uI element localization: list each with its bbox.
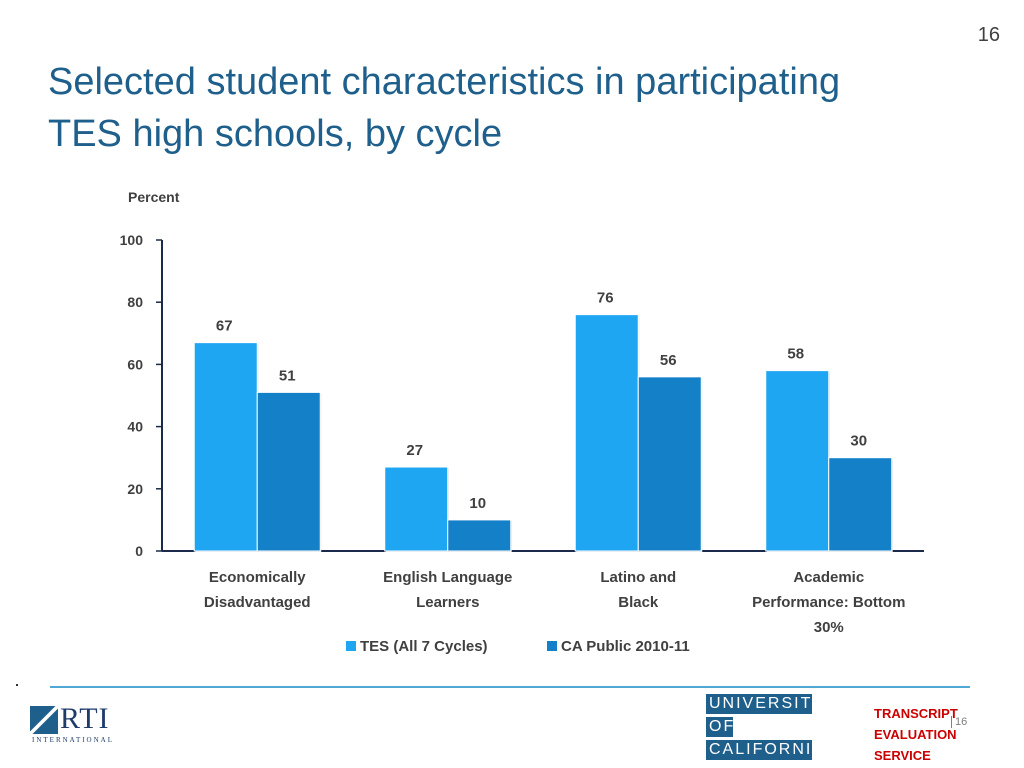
category-label: Academic xyxy=(793,569,864,586)
category-label: Disadvantaged xyxy=(204,594,311,611)
slide-title: Selected student characteristics in part… xyxy=(48,56,948,160)
tes-logo-line-1: TRANSCRIPT xyxy=(874,706,958,721)
legend-swatch xyxy=(346,641,356,651)
category-label: Black xyxy=(618,594,659,611)
data-label: 27 xyxy=(406,442,423,459)
tes-logo-line-3: SERVICE xyxy=(874,748,931,763)
rti-logo-name: RTI xyxy=(60,702,110,735)
uc-logo: UNIVERSITY OF CALIFORNIA xyxy=(706,694,823,763)
slide-title-line-2: TES high schools, by cycle xyxy=(48,113,503,155)
legend-label: CA Public 2010-11 xyxy=(561,638,690,655)
bars xyxy=(193,314,893,552)
category-label: Performance: Bottom xyxy=(752,594,905,611)
footer-page-number: 16 xyxy=(951,716,967,728)
data-label: 30 xyxy=(850,433,867,450)
y-tick-label: 100 xyxy=(120,232,144,248)
bar xyxy=(637,376,702,552)
category-label: Latino and xyxy=(600,569,676,586)
category-label: 30% xyxy=(814,619,844,636)
bar xyxy=(447,519,512,552)
slide-number: 16 xyxy=(977,24,1000,46)
y-tick-label: 60 xyxy=(127,356,143,372)
slide-title-line-1: Selected student characteristics in part… xyxy=(48,61,841,103)
bar xyxy=(384,466,449,552)
footer-divider xyxy=(50,686,970,688)
data-label: 10 xyxy=(469,495,486,512)
data-label: 56 xyxy=(660,352,677,369)
rti-logo-subtitle: INTERNATIONAL xyxy=(32,736,114,744)
data-labels: 67 27 76 58 51 10 56 30 xyxy=(216,290,867,512)
bar-chart: Percent 0 20 40 60 80 100 67 27 76 58 51 10 56 30 Ec… xyxy=(120,189,924,655)
y-axis-ticks: 0 20 40 60 80 100 xyxy=(120,232,162,559)
y-axis-title: Percent xyxy=(128,189,180,205)
rti-logo: RTI INTERNATIONAL xyxy=(30,702,122,746)
bar xyxy=(574,314,639,552)
data-label: 76 xyxy=(597,290,614,307)
footer-dot xyxy=(16,684,18,686)
legend-label: TES (All 7 Cycles) xyxy=(360,638,488,655)
uc-logo-line-1: UNIVERSITY xyxy=(706,694,823,714)
y-tick-label: 40 xyxy=(127,419,143,435)
legend: TES (All 7 Cycles) CA Public 2010-11 xyxy=(346,638,690,655)
legend-swatch xyxy=(547,641,557,651)
y-tick-label: 20 xyxy=(127,481,143,497)
bar xyxy=(828,457,893,552)
y-tick-label: 0 xyxy=(135,543,143,559)
data-label: 67 xyxy=(216,318,233,335)
tes-logo-line-2: EVALUATION xyxy=(874,727,957,742)
data-label: 51 xyxy=(279,367,296,384)
uc-logo-line-2: OF xyxy=(706,717,733,737)
category-label: English Language xyxy=(383,569,512,586)
bar xyxy=(765,370,830,552)
category-labels: Economically Disadvantaged English Languag… xyxy=(204,569,906,636)
bar xyxy=(193,342,258,552)
y-tick-label: 80 xyxy=(127,294,143,310)
uc-logo-line-3: CALIFORNIA xyxy=(706,740,823,760)
rti-mark-icon xyxy=(30,706,58,734)
bar xyxy=(256,391,321,552)
data-label: 58 xyxy=(787,346,804,363)
tes-logo: TRANSCRIPT EVALUATION SERVICE xyxy=(874,703,984,766)
category-label: Economically xyxy=(209,569,306,586)
category-label: Learners xyxy=(416,594,479,611)
